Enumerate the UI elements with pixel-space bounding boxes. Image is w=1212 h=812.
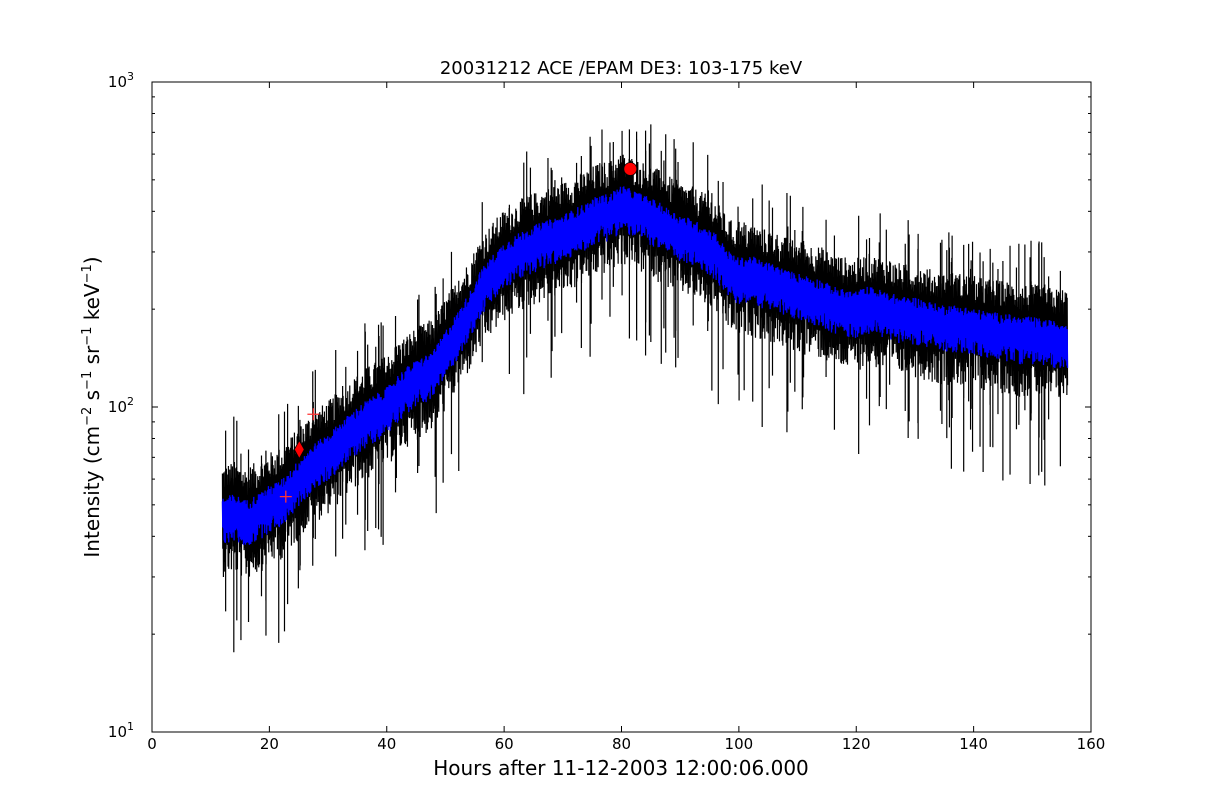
y-tick-label: 103: [108, 70, 134, 91]
marker-plus-0: [279, 490, 292, 503]
x-tick-label: 120: [842, 735, 871, 753]
series-1: [221, 186, 1069, 545]
x-tick-label: 160: [1077, 735, 1106, 753]
x-tick-label: 60: [495, 735, 514, 753]
x-tick-label: 20: [260, 735, 279, 753]
x-tick-label: 100: [725, 735, 754, 753]
x-tick-label: 80: [612, 735, 631, 753]
series-line-1: [221, 186, 1069, 545]
x-tick-label: 140: [959, 735, 988, 753]
marker-circle-3: [623, 162, 638, 176]
y-tick-label: 102: [108, 395, 134, 416]
x-tick-label: 40: [377, 735, 396, 753]
marker-diamond-2: [293, 439, 305, 460]
y-tick-label: 101: [108, 720, 134, 741]
chart-title: 20031212 ACE /EPAM DE3: 103-175 keV: [440, 58, 803, 79]
y-axis-label: Intensity (cm−2 s−1 sr−1 keV−1): [80, 256, 104, 557]
x-tick-label: 0: [147, 735, 157, 753]
x-axis-label: Hours after 11-12-2003 12:00:06.000: [433, 756, 809, 780]
marker-plus-1: [307, 408, 320, 421]
